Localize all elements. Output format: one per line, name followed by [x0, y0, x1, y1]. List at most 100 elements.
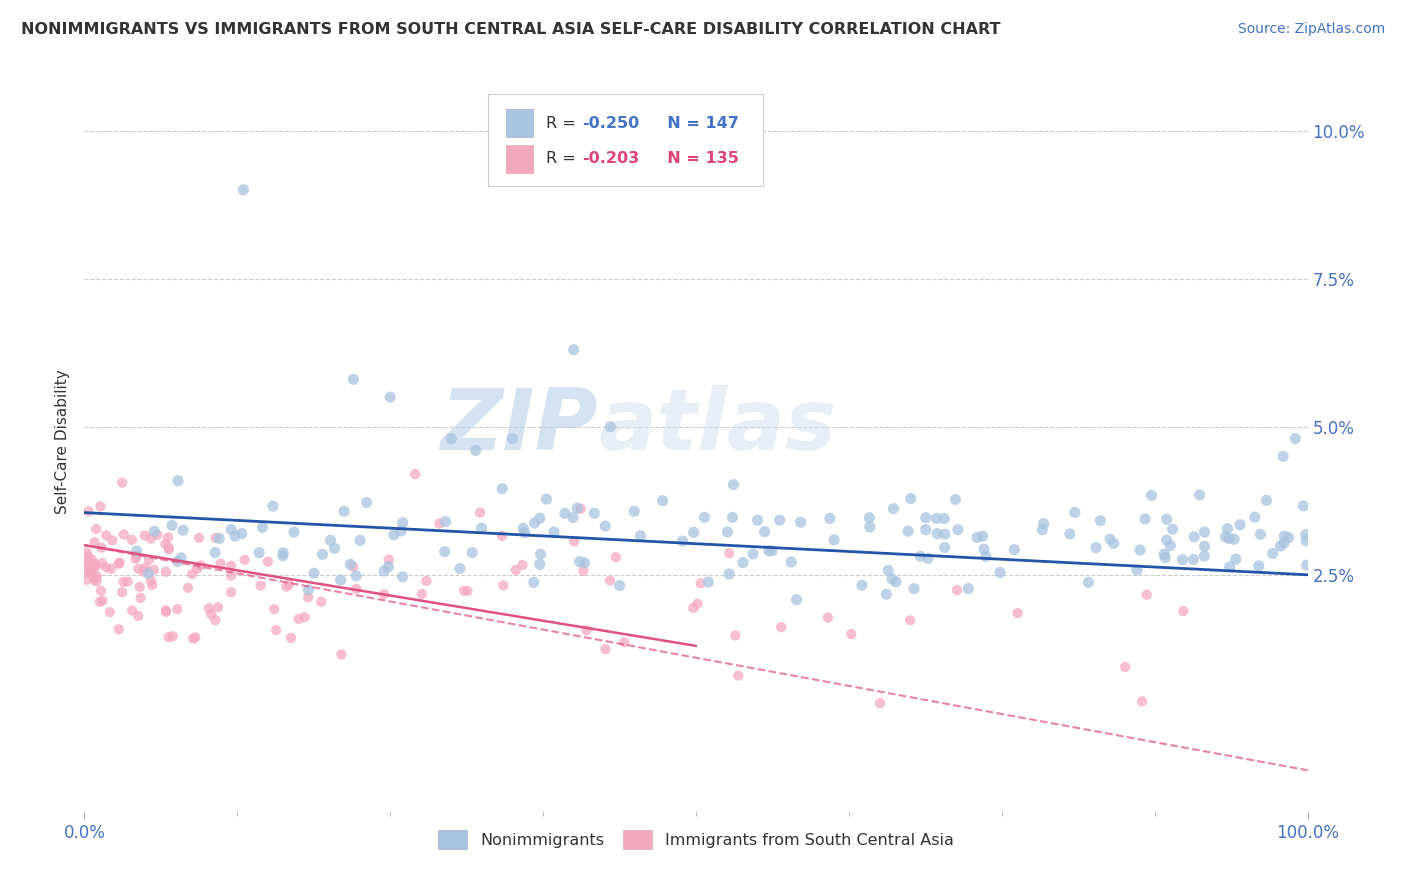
Point [190, 558, 212, 573]
Point [391, 570, 413, 584]
Point [1219, 560, 1241, 574]
Point [166, 555, 188, 569]
Point [155, 603, 177, 617]
Point [723, 477, 745, 491]
Text: N = 147: N = 147 [655, 116, 738, 131]
Point [271, 549, 294, 563]
Point [1085, 541, 1108, 555]
Point [721, 510, 744, 524]
Point [502, 432, 524, 446]
Point [283, 524, 305, 539]
Point [1229, 517, 1251, 532]
Point [1156, 533, 1178, 548]
Point [112, 574, 135, 589]
Point [297, 582, 319, 597]
Point [718, 566, 741, 581]
Point [166, 602, 188, 616]
Point [1215, 530, 1237, 544]
Point [94, 560, 117, 574]
Point [1002, 542, 1025, 557]
Text: N = 135: N = 135 [655, 152, 738, 166]
Point [134, 528, 156, 542]
Point [1031, 523, 1053, 537]
Point [569, 501, 592, 516]
Point [599, 419, 621, 434]
Bar [506, 109, 533, 137]
Point [946, 523, 969, 537]
Point [219, 558, 242, 573]
Point [898, 613, 921, 627]
Point [84, 557, 107, 571]
Point [529, 558, 551, 572]
Point [170, 550, 193, 565]
Point [523, 575, 546, 590]
Point [391, 516, 413, 530]
Point [595, 519, 617, 533]
Point [344, 582, 367, 596]
Point [311, 595, 333, 609]
Point [914, 510, 936, 524]
Point [512, 558, 534, 572]
Point [198, 601, 221, 615]
Point [769, 513, 792, 527]
Point [1114, 660, 1136, 674]
Point [162, 629, 184, 643]
Point [204, 531, 226, 545]
Point [440, 432, 463, 446]
Legend: Nonimmigrants, Immigrants from South Central Asia: Nonimmigrants, Immigrants from South Cen… [432, 823, 960, 855]
Point [754, 524, 776, 539]
Point [184, 630, 207, 644]
Point [747, 513, 769, 527]
Point [1278, 531, 1301, 545]
Point [1218, 532, 1240, 546]
Point [1032, 516, 1054, 531]
Point [682, 600, 704, 615]
Point [83, 573, 105, 587]
Point [333, 504, 356, 518]
Point [1295, 558, 1317, 573]
Point [231, 526, 253, 541]
Point [927, 526, 949, 541]
Point [823, 533, 845, 547]
Point [262, 499, 284, 513]
Point [523, 516, 546, 530]
Point [914, 523, 936, 537]
Point [1194, 539, 1216, 553]
Point [411, 587, 433, 601]
Point [177, 581, 200, 595]
Point [1102, 536, 1125, 550]
Point [141, 578, 163, 592]
Point [382, 528, 405, 542]
Point [142, 563, 165, 577]
Point [946, 582, 969, 597]
Point [1256, 493, 1278, 508]
Point [1077, 575, 1099, 590]
Point [125, 544, 148, 558]
Point [1261, 546, 1284, 560]
Point [900, 491, 922, 506]
Point [80, 552, 103, 566]
Point [101, 533, 124, 548]
Point [512, 521, 534, 535]
Point [780, 555, 803, 569]
Point [859, 520, 882, 534]
Point [89, 500, 111, 514]
Point [208, 532, 231, 546]
Point [972, 529, 994, 543]
Point [468, 506, 491, 520]
Point [689, 576, 711, 591]
Point [256, 555, 278, 569]
Point [536, 492, 558, 507]
Text: Source: ZipAtlas.com: Source: ZipAtlas.com [1237, 22, 1385, 37]
Point [1171, 552, 1194, 566]
Point [575, 624, 598, 638]
Text: R =: R = [546, 152, 581, 166]
Point [1154, 550, 1177, 565]
Point [1059, 527, 1081, 541]
Point [132, 565, 155, 579]
Point [139, 532, 162, 546]
Point [96, 528, 118, 542]
Point [330, 648, 353, 662]
Point [160, 518, 183, 533]
Point [129, 591, 152, 605]
